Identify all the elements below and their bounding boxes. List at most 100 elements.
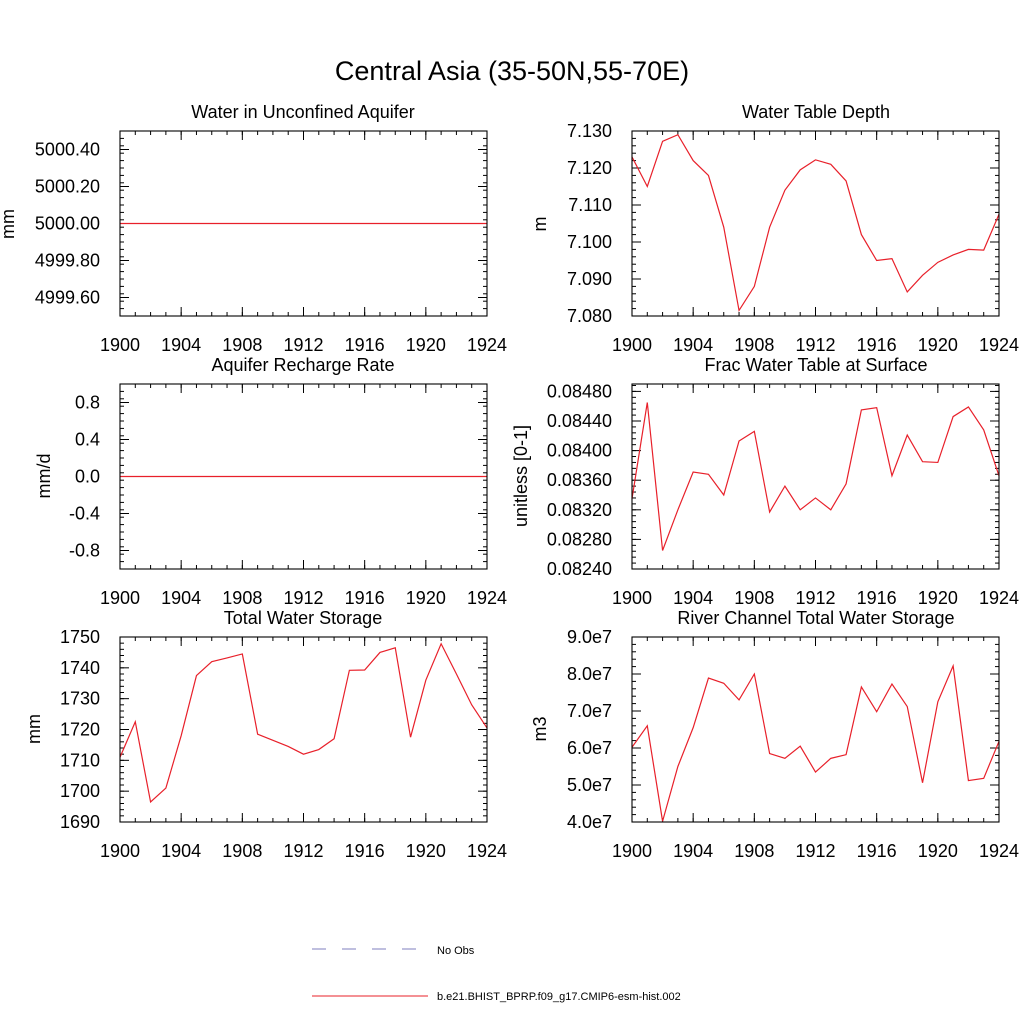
x-tick-label: 1916 (857, 841, 897, 861)
y-tick-label: 0.08400 (547, 441, 612, 461)
plot-frame (119, 636, 488, 823)
y-tick-label: 8.0e7 (567, 664, 612, 684)
chart-panels: Water in Unconfined Aquifer mm 1900 1904 190… (0, 102, 1019, 861)
x-tick-label: 1924 (979, 588, 1019, 608)
y-tick-label: 9.0e7 (567, 627, 612, 647)
x-tick-label: 1924 (979, 841, 1019, 861)
x-tick-label: 1920 (918, 335, 958, 355)
panel-title: River Channel Total Water Storage (677, 608, 954, 628)
x-tick-label: 1904 (161, 841, 201, 861)
y-axis-label: m3 (530, 716, 550, 741)
plot-frame (119, 130, 488, 317)
series-line-1 (631, 133, 1000, 313)
y-tick-label: 4.0e7 (567, 812, 612, 832)
x-tick-label: 1912 (795, 335, 835, 355)
y-tick-label: 7.0e7 (567, 701, 612, 721)
x-tick-label: 1912 (283, 841, 323, 861)
legend-label-no-obs: No Obs (437, 945, 475, 957)
x-tick-label: 1900 (100, 335, 140, 355)
x-tick-label: 1912 (795, 588, 835, 608)
y-tick-label: 1700 (60, 781, 100, 801)
plot-frame (631, 130, 1000, 317)
x-tick-label: 1920 (918, 588, 958, 608)
y-tick-label: 0.4 (75, 430, 100, 450)
y-tick-label: 0.08280 (547, 529, 612, 549)
y-tick-label: 7.120 (567, 158, 612, 178)
y-tick-label: 5000.00 (35, 214, 100, 234)
series-line-1 (631, 663, 1000, 822)
x-tick-label: 1924 (467, 841, 507, 861)
y-tick-label: 7.090 (567, 269, 612, 289)
y-tick-label: 0.08320 (547, 500, 612, 520)
y-tick-label: 1730 (60, 689, 100, 709)
legend-label-model: b.e21.BHIST_BPRP.f09_g17.CMIP6-esm-hist.… (437, 991, 681, 1003)
y-tick-label: 0.08440 (547, 411, 612, 431)
y-tick-label: 4999.60 (35, 288, 100, 308)
x-tick-label: 1916 (345, 335, 385, 355)
x-tick-label: 1916 (857, 335, 897, 355)
x-tick-label: 1924 (979, 335, 1019, 355)
y-tick-label: 5000.40 (35, 140, 100, 160)
chart-panel-3: Aquifer Recharge Rate mm/d 1900 1904 1908 191… (34, 355, 507, 608)
y-axis-label: mm/d (34, 454, 54, 499)
y-tick-label: 7.130 (567, 121, 612, 141)
x-tick-label: 1920 (918, 841, 958, 861)
x-tick-label: 1908 (222, 588, 262, 608)
panel-title: Frac Water Table at Surface (704, 355, 927, 375)
x-tick-label: 1908 (222, 841, 262, 861)
x-tick-label: 1920 (406, 841, 446, 861)
x-tick-label: 1916 (345, 841, 385, 861)
chart-panel-2: Water Table Depth m 1900 1904 1908 1912 1916 19… (530, 102, 1019, 355)
chart-panel-1: Water in Unconfined Aquifer mm 1900 1904 190… (0, 102, 507, 355)
x-tick-label: 1900 (612, 588, 652, 608)
y-tick-label: 0.08360 (547, 470, 612, 490)
y-tick-label: 5.0e7 (567, 775, 612, 795)
y-tick-label: 0.08480 (547, 381, 612, 401)
y-tick-label: 5000.20 (35, 177, 100, 197)
x-tick-label: 1900 (100, 841, 140, 861)
x-tick-label: 1904 (673, 335, 713, 355)
y-tick-label: -0.8 (69, 541, 100, 561)
x-tick-label: 1904 (161, 588, 201, 608)
x-tick-label: 1920 (406, 335, 446, 355)
x-tick-label: 1908 (734, 335, 774, 355)
x-tick-label: 1908 (734, 588, 774, 608)
y-tick-label: 0.0 (75, 467, 100, 487)
panel-title: Aquifer Recharge Rate (211, 355, 394, 375)
x-tick-label: 1912 (283, 588, 323, 608)
y-tick-label: 4999.80 (35, 251, 100, 271)
figure-title: Central Asia (35-50N,55-70E) (334, 56, 690, 86)
plot-frame (631, 383, 1000, 570)
y-tick-label: 1710 (60, 750, 100, 770)
x-tick-label: 1920 (406, 588, 446, 608)
panel-title: Total Water Storage (224, 608, 382, 628)
plot-frame (631, 636, 1000, 823)
x-tick-label: 1900 (100, 588, 140, 608)
chart-panel-5: Total Water Storage mm 1900 1904 1908 1912 191… (24, 608, 507, 861)
x-tick-label: 1912 (795, 841, 835, 861)
series-line-1 (119, 642, 488, 804)
y-tick-label: 7.080 (567, 306, 612, 326)
chart-panel-4: Frac Water Table at Surface unitless [0-1… (511, 355, 1019, 608)
y-tick-label: 1720 (60, 720, 100, 740)
y-tick-label: -0.4 (69, 504, 100, 524)
x-tick-label: 1924 (467, 335, 507, 355)
y-tick-label: 1750 (60, 627, 100, 647)
y-tick-label: 7.100 (567, 232, 612, 252)
x-tick-label: 1908 (734, 841, 774, 861)
x-tick-label: 1900 (612, 335, 652, 355)
x-tick-label: 1916 (345, 588, 385, 608)
series-line-1 (631, 402, 1000, 551)
x-tick-label: 1916 (857, 588, 897, 608)
y-axis-label: unitless [0-1] (511, 425, 531, 527)
panel-title: Water in Unconfined Aquifer (191, 102, 414, 122)
x-tick-label: 1908 (222, 335, 262, 355)
x-tick-label: 1924 (467, 588, 507, 608)
y-tick-label: 1690 (60, 812, 100, 832)
chart-panel-6: River Channel Total Water Storage m3 1900 1… (530, 608, 1019, 861)
y-axis-label: mm (24, 714, 44, 744)
legend: No Obs b.e21.BHIST_BPRP.f09_g17.CMIP6-es… (312, 945, 681, 1003)
x-tick-label: 1912 (283, 335, 323, 355)
plot-frame (119, 383, 488, 570)
